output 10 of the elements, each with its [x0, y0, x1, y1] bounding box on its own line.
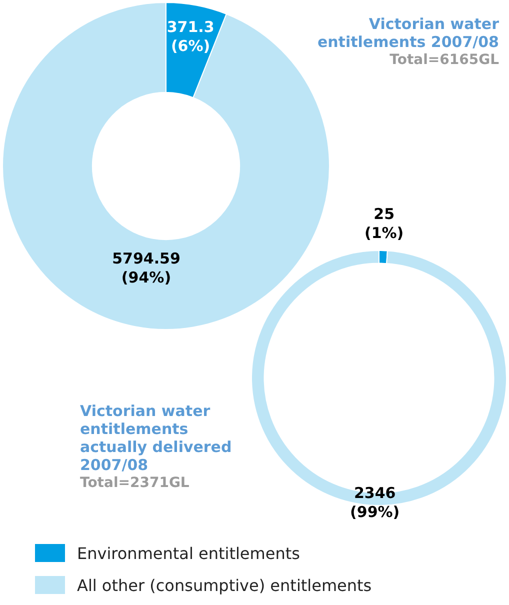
data-label: 2346 (99%) — [350, 484, 400, 521]
text: Total=2371GL — [80, 474, 190, 492]
text: Victorian water entitlements actually delivered 2007/08 — [80, 402, 233, 474]
text: Total=6165GL — [388, 51, 499, 69]
text: Victorian water entitlements 2007/08 — [316, 15, 499, 51]
legend-label: All other (consumptive) entitlements — [77, 576, 372, 594]
data-label: 371.3 (6%) — [166, 18, 214, 56]
legend-label: Environmental entitlements — [77, 544, 300, 562]
data-label: 5794.59 (94%) — [112, 250, 180, 287]
data-label: 25 (1%) — [364, 204, 404, 242]
